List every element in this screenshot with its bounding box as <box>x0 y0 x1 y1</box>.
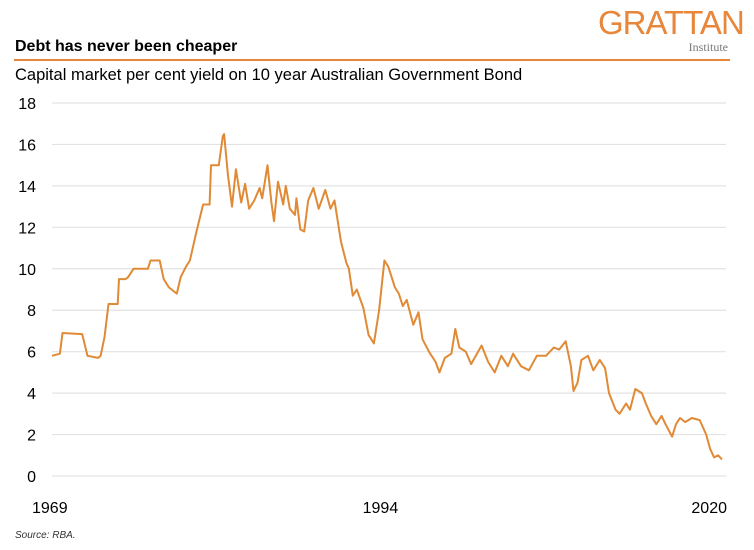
y-tick-label: 12 <box>18 220 36 237</box>
y-tick-label: 14 <box>18 179 36 196</box>
grattan-logo-subtitle: Institute <box>688 40 728 54</box>
grattan-logo: GRATTAN <box>598 4 745 41</box>
y-tick-label: 0 <box>27 469 36 486</box>
y-tick-label: 18 <box>18 96 36 113</box>
y-tick-label: 2 <box>27 428 36 445</box>
chart-subtitle: Capital market per cent yield on 10 year… <box>15 66 523 84</box>
chart-title: Debt has never been cheaper <box>15 38 238 55</box>
y-tick-label: 6 <box>27 345 36 362</box>
y-tick-label: 8 <box>27 303 36 320</box>
bond-yield-line <box>51 133 723 461</box>
title-divider <box>14 59 730 61</box>
x-tick-label: 2020 <box>691 500 727 517</box>
source-note: Source: RBA. <box>15 530 76 541</box>
x-tick-label: 1969 <box>32 500 68 517</box>
x-tick-label: 1994 <box>363 500 399 517</box>
y-tick-label: 16 <box>18 137 36 154</box>
y-tick-label: 4 <box>27 386 36 403</box>
y-tick-label: 10 <box>18 262 36 279</box>
